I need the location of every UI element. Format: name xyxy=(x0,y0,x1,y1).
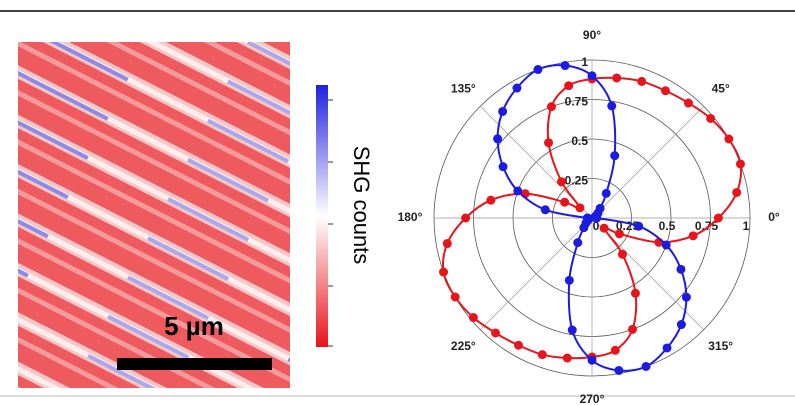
data-point xyxy=(557,177,566,186)
data-point xyxy=(663,343,672,352)
radial-label-v: 0.5 xyxy=(571,134,588,148)
data-point xyxy=(541,205,550,214)
data-point xyxy=(498,107,507,116)
data-point xyxy=(615,229,624,238)
data-point xyxy=(451,293,460,302)
data-point xyxy=(565,276,574,285)
data-point xyxy=(618,250,627,259)
data-point xyxy=(588,356,597,365)
angle-label: 225° xyxy=(451,339,476,353)
data-point xyxy=(684,99,693,108)
data-point xyxy=(443,239,452,248)
data-point xyxy=(514,341,523,350)
angle-label: 45° xyxy=(712,81,730,95)
colorbar-label: SHG counts xyxy=(349,146,374,265)
colorbar xyxy=(316,85,328,347)
data-point xyxy=(563,354,572,363)
data-point xyxy=(561,61,570,70)
data-point xyxy=(600,224,609,233)
shg-image xyxy=(18,42,290,388)
grid-spoke xyxy=(480,218,592,330)
data-point xyxy=(573,238,582,247)
data-point xyxy=(634,222,643,231)
data-point xyxy=(513,186,522,195)
data-point xyxy=(607,101,616,110)
data-point xyxy=(575,203,584,212)
data-point xyxy=(732,188,741,197)
data-point xyxy=(637,77,646,86)
figure: 5 µm SHG counts 0° 45° 90° 135° 180° 225° 270°… xyxy=(0,0,795,405)
data-point xyxy=(736,159,745,168)
angle-label: 90° xyxy=(583,28,601,42)
radial-label-v: 0.75 xyxy=(565,95,589,109)
data-point xyxy=(676,265,685,274)
data-point xyxy=(628,325,637,334)
data-point xyxy=(631,289,640,298)
data-point xyxy=(662,241,671,250)
data-point xyxy=(486,196,495,205)
radial-label-h: 0.5 xyxy=(659,219,676,233)
image-texture xyxy=(18,42,290,388)
angle-label: 315° xyxy=(708,339,733,353)
radial-label-v: 0.25 xyxy=(565,174,589,188)
data-point xyxy=(677,320,686,329)
data-point xyxy=(560,198,569,207)
data-point xyxy=(610,151,619,160)
radial-label-v: 1 xyxy=(581,55,588,69)
data-point xyxy=(682,293,691,302)
angle-label: 180° xyxy=(398,210,423,224)
data-point xyxy=(439,268,448,277)
data-point xyxy=(461,214,470,223)
data-point xyxy=(614,366,623,375)
angle-label: 135° xyxy=(451,81,476,95)
data-point xyxy=(512,84,521,93)
data-point xyxy=(564,81,573,90)
data-point xyxy=(538,350,547,359)
data-point xyxy=(612,73,621,82)
data-point xyxy=(689,231,698,240)
scale-bar xyxy=(117,358,272,370)
data-point xyxy=(568,326,577,335)
data-point xyxy=(491,328,500,337)
data-point xyxy=(533,65,542,74)
data-point xyxy=(499,162,508,171)
data-point xyxy=(493,134,502,143)
data-point xyxy=(642,362,651,371)
data-point xyxy=(469,313,478,322)
data-point xyxy=(602,189,611,198)
data-point xyxy=(724,135,733,144)
angle-label: 0° xyxy=(768,210,780,224)
data-point xyxy=(596,204,605,213)
data-point xyxy=(611,346,620,355)
scale-bar-label: 5 µm xyxy=(164,311,224,341)
grid-spoke xyxy=(592,106,704,218)
data-point xyxy=(547,102,556,111)
data-point xyxy=(544,138,553,147)
data-point xyxy=(706,114,715,123)
angle-label: 270° xyxy=(580,392,605,405)
data-point xyxy=(714,214,723,223)
data-point xyxy=(661,86,670,95)
data-point xyxy=(588,71,597,80)
radial-label-h: 1 xyxy=(743,219,750,233)
data-point xyxy=(579,223,588,232)
colorbar-ticks xyxy=(328,100,333,346)
